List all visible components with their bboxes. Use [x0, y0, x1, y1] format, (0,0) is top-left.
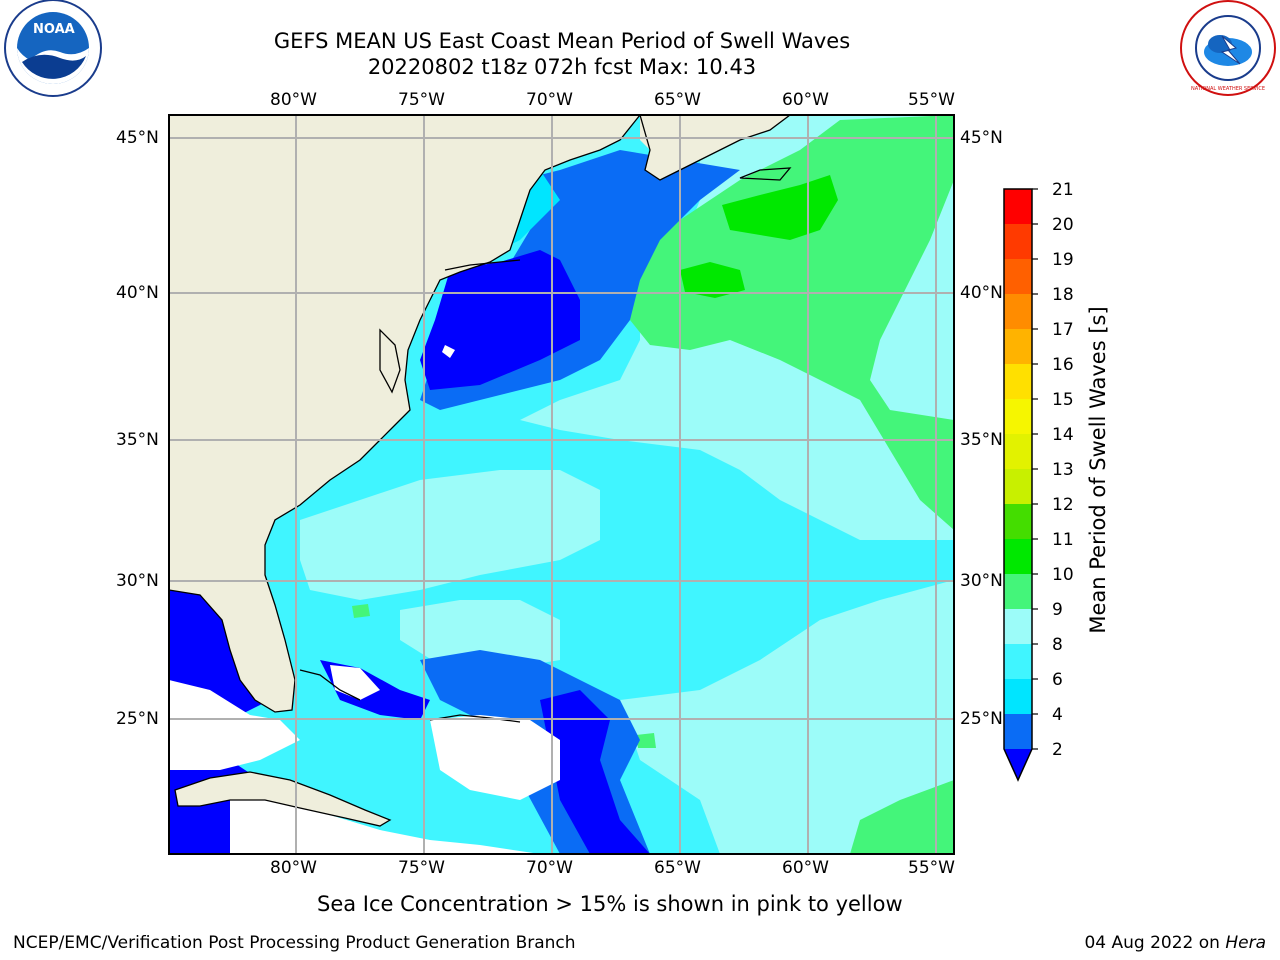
colorbar-tick: 6: [1052, 670, 1063, 690]
lat-label-left: 35°N: [116, 430, 159, 450]
colorbar-label: Mean Period of Swell Waves [s]: [1086, 306, 1110, 634]
colorbar-tick: 20: [1052, 215, 1074, 235]
lat-label-left: 30°N: [116, 571, 159, 591]
lat-label-right: 25°N: [960, 709, 1003, 729]
noaa-logo-text: NOAA: [33, 22, 75, 37]
lon-label-bottom: 65°W: [654, 858, 701, 878]
footer-date-text: 04 Aug 2022 on: [1084, 933, 1226, 953]
lon-label-top: 60°W: [782, 90, 829, 110]
missing-data-dot: [442, 345, 455, 358]
colorbar-tick: 14: [1052, 425, 1074, 445]
sea-ice-note: Sea Ice Concentration > 15% is shown in …: [317, 892, 903, 916]
chart-title-line1: GEFS MEAN US East Coast Mean Period of S…: [273, 29, 851, 53]
missing-data-caribbean: [230, 790, 540, 854]
colorbar-tick: 18: [1052, 285, 1074, 305]
colorbar-tick: 8: [1052, 635, 1063, 655]
lat-label-left: 25°N: [116, 709, 159, 729]
colorbar-tick: 2: [1052, 740, 1063, 760]
colorbar-tick: 4: [1052, 705, 1063, 725]
swell-region-under2-caribbean: [540, 690, 650, 854]
chart-title-line2: 20220802 t18z 072h fcst Max: 10.43: [367, 55, 757, 79]
lon-label-top: 65°W: [654, 90, 701, 110]
swell-region-under2-midatlantic: [420, 250, 580, 390]
lat-label-right: 40°N: [960, 283, 1003, 303]
lon-label-top: 70°W: [526, 90, 573, 110]
missing-data-gulf: [169, 680, 300, 770]
lat-label-left: 45°N: [116, 128, 159, 148]
swell-region-9to10-dot1: [352, 604, 370, 618]
colorbar-tick: 19: [1052, 250, 1074, 270]
lon-label-bottom: 55°W: [908, 858, 955, 878]
nws-logo: [1180, 0, 1276, 96]
colorbar-tick: 17: [1052, 320, 1074, 340]
nws-logo-text: NATIONAL WEATHER SERVICE: [1190, 86, 1266, 92]
lat-label-right: 35°N: [960, 430, 1003, 450]
swell-region-9to10-dot2: [636, 733, 656, 748]
land-cuba: [175, 772, 390, 826]
missing-data-hispaniola: [430, 715, 560, 800]
graticule: [169, 115, 954, 854]
colorbar-tick: 9: [1052, 600, 1063, 620]
colorbar-tick: 16: [1052, 355, 1074, 375]
noaa-logo: [4, 0, 102, 97]
land-us-east-coast: [169, 115, 640, 712]
colorbar-tick: 13: [1052, 460, 1074, 480]
map-area: [169, 115, 954, 854]
footer-machine: Hera: [1225, 933, 1266, 953]
swell-region-9to10-ne: [630, 115, 954, 530]
colorbar-tick: 10: [1052, 565, 1074, 585]
land-nova-scotia: [640, 115, 790, 180]
colorbar-tick: 21: [1052, 180, 1074, 200]
swell-region-8to9-south: [400, 600, 560, 670]
swell-region-8to9-west: [300, 470, 600, 600]
lon-label-top: 75°W: [398, 90, 445, 110]
colorbar-tick: 11: [1052, 530, 1074, 550]
colorbar-tick: 15: [1052, 390, 1074, 410]
lon-label-top: 80°W: [270, 90, 317, 110]
lon-label-bottom: 80°W: [270, 858, 317, 878]
lat-label-right: 30°N: [960, 571, 1003, 591]
footer-credit: NCEP/EMC/Verification Post Processing Pr…: [13, 933, 576, 953]
swell-region-9to10-se: [850, 780, 954, 854]
lon-label-bottom: 75°W: [398, 858, 445, 878]
lat-label-right: 45°N: [960, 128, 1003, 148]
lon-label-bottom: 60°W: [782, 858, 829, 878]
colorbar-tick: 12: [1052, 495, 1074, 515]
colorbar: [1003, 188, 1038, 782]
lon-label-bottom: 70°W: [526, 858, 573, 878]
lat-label-left: 40°N: [116, 283, 159, 303]
swell-region-10to11-b: [680, 262, 745, 298]
lon-label-top: 55°W: [908, 90, 955, 110]
footer-date: 04 Aug 2022 on Hera: [1084, 933, 1266, 953]
map-frame: [168, 114, 955, 855]
